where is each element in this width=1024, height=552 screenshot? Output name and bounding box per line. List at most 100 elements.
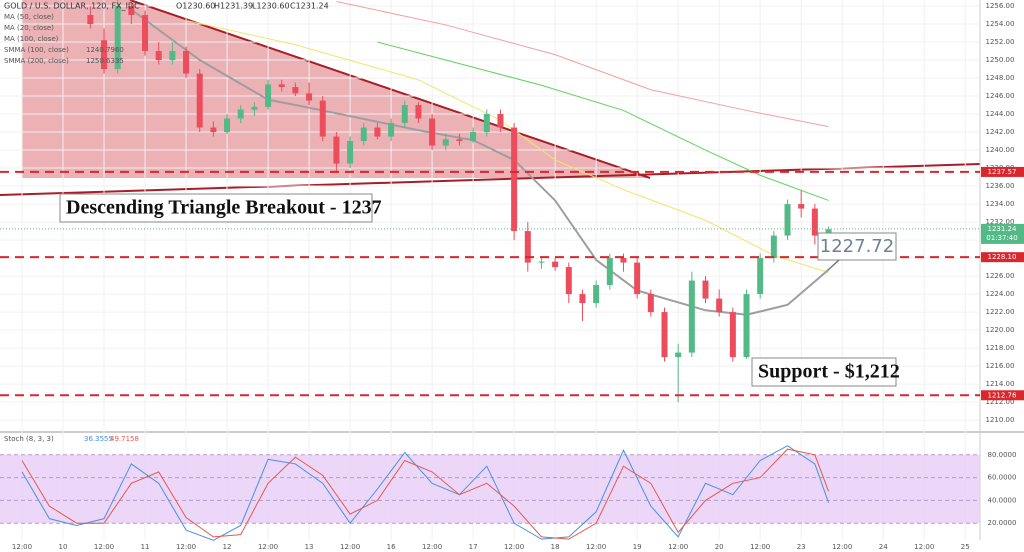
moving-average xyxy=(130,8,830,316)
candle-body xyxy=(196,73,203,128)
moving-average xyxy=(185,19,829,273)
level-label: 1228.10 xyxy=(988,253,1017,261)
y-tick-label: 1234.00 xyxy=(986,200,1015,208)
annotation-box xyxy=(817,232,897,261)
x-tick-label: 17 xyxy=(469,543,478,551)
candle-body xyxy=(511,127,518,232)
ohlc-label: O1230.60 xyxy=(176,2,215,11)
y-tick-label: 1256.00 xyxy=(986,2,1015,10)
y-tick-label: 1220.00 xyxy=(986,326,1015,334)
y-tick-label: 1212.00 xyxy=(986,398,1015,406)
level-label: 1212.76 xyxy=(988,391,1017,399)
x-tick-label: 13 xyxy=(305,543,314,551)
stoch-title: Stoch (8, 3, 3) xyxy=(4,435,54,443)
x-tick-label: 20 xyxy=(715,543,724,551)
x-tick-label: 12:00 xyxy=(586,543,606,551)
stoch-d-value: 49.7158 xyxy=(110,435,139,443)
x-tick-label: 12:00 xyxy=(340,543,360,551)
candle-body xyxy=(306,93,313,101)
indicator-legend: MA (100, close) xyxy=(4,35,59,43)
candle-body xyxy=(169,51,176,61)
candle-body xyxy=(374,127,381,137)
candle-body xyxy=(620,258,627,263)
y-tick-label: 1254.00 xyxy=(986,20,1015,28)
candle-body xyxy=(524,231,531,263)
candle-body xyxy=(142,15,149,52)
stoch-tick-label: 60.0000 xyxy=(988,474,1017,482)
moving-average xyxy=(377,41,829,201)
annotation-box xyxy=(59,193,373,223)
level-tag xyxy=(981,390,1024,401)
candle-body xyxy=(688,280,695,353)
candle-body xyxy=(470,132,477,142)
y-tick-label: 1210.00 xyxy=(986,416,1015,424)
candle-body xyxy=(702,280,709,299)
candle-body xyxy=(429,118,436,146)
y-tick-label: 1226.00 xyxy=(986,272,1015,280)
x-tick-label: 12:00 xyxy=(504,543,524,551)
x-tick-label: 11 xyxy=(141,543,150,551)
candle-body xyxy=(661,312,668,358)
x-tick-label: 12:00 xyxy=(12,543,32,551)
y-tick-label: 1248.00 xyxy=(986,74,1015,82)
stoch-d-line xyxy=(21,448,829,540)
stoch-k-line xyxy=(21,445,830,541)
triangle-support xyxy=(0,163,981,196)
annotation: 1227.72 xyxy=(820,236,894,257)
candle-body xyxy=(811,208,818,236)
x-tick-label: 25 xyxy=(961,543,970,551)
candle-body xyxy=(210,127,217,133)
x-tick-label: 10 xyxy=(59,543,68,551)
level-tag xyxy=(981,166,1024,177)
candle-body xyxy=(401,105,408,124)
candle-body xyxy=(114,6,121,70)
candle-body xyxy=(456,139,463,142)
x-tick-label: 12:00 xyxy=(914,543,934,551)
candle-body xyxy=(483,114,490,133)
candle-body xyxy=(360,127,367,142)
stoch-tick-label: 20.0000 xyxy=(988,519,1017,527)
x-tick-label: 12:00 xyxy=(176,543,196,551)
y-tick-label: 1216.00 xyxy=(986,362,1015,370)
candle-body xyxy=(784,204,791,236)
candle-body xyxy=(415,105,422,119)
candle-body xyxy=(101,40,108,70)
x-tick-label: 12:00 xyxy=(832,543,852,551)
stoch-tick-label: 40.0000 xyxy=(988,496,1017,504)
indicator-legend: MA (50, close) xyxy=(4,13,54,21)
candle-body xyxy=(606,258,613,286)
candle-body xyxy=(388,123,395,137)
candle-body xyxy=(87,15,94,25)
candle-body xyxy=(565,267,572,295)
candle-body xyxy=(825,229,832,236)
x-tick-label: 19 xyxy=(633,543,642,551)
indicator-value: 1250.6335 xyxy=(86,57,124,65)
stoch-tick-label: 80.0000 xyxy=(988,451,1017,459)
annotation: Descending Triangle Breakout - 1237 xyxy=(66,197,382,219)
x-tick-label: 12:00 xyxy=(668,543,688,551)
x-tick-label: 18 xyxy=(551,543,560,551)
y-tick-label: 1242.00 xyxy=(986,128,1015,136)
level-label: 1237.57 xyxy=(988,168,1017,176)
y-tick-label: 1218.00 xyxy=(986,344,1015,352)
y-tick-label: 1252.00 xyxy=(986,38,1015,46)
indicator-legend: MA (20, close) xyxy=(4,24,54,32)
y-tick-label: 1214.00 xyxy=(986,380,1015,388)
annotation-box xyxy=(751,357,897,387)
moving-average xyxy=(336,1,829,128)
candle-body xyxy=(675,352,682,358)
chart-title: GOLD / U.S. DOLLAR, 120, FX_IDC xyxy=(4,2,140,11)
x-tick-label: 12:00 xyxy=(422,543,442,551)
y-tick-label: 1232.00 xyxy=(986,218,1015,226)
candle-body xyxy=(292,87,299,94)
candle-body xyxy=(224,118,231,133)
candle-body xyxy=(579,294,586,304)
candle-body xyxy=(593,285,600,304)
candle-body xyxy=(155,51,162,61)
y-tick-label: 1244.00 xyxy=(986,110,1015,118)
ohlc-label: C1231.24 xyxy=(290,2,329,11)
candle-body xyxy=(798,204,805,209)
ohlc-label: L1230.60 xyxy=(252,2,290,11)
ohlc-label: H1231.39 xyxy=(214,2,253,11)
